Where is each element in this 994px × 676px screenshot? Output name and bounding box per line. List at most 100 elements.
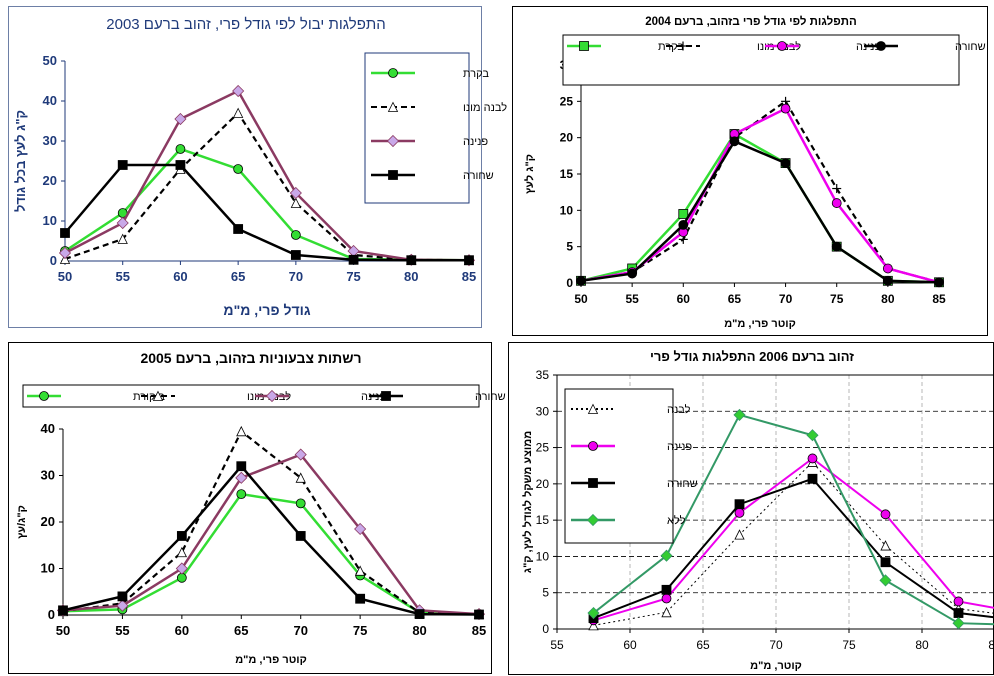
data-point <box>883 264 892 273</box>
chart-title: התפלגות לפי גודל פרי בזהוב, ברעם 2004 <box>645 15 857 28</box>
y-tick-label: 10 <box>41 561 55 576</box>
y-tick-label: 10 <box>536 549 550 563</box>
x-tick-label: 55 <box>550 638 564 652</box>
legend-box <box>365 53 469 203</box>
series-line <box>581 141 939 282</box>
y-axis-label: ק"ג לעץ בכל גודל <box>13 110 28 212</box>
y-tick-label: 15 <box>560 167 574 181</box>
y-tick-label: 20 <box>536 477 550 491</box>
data-point <box>356 594 365 603</box>
chart-title: רשתות צבעוניות בזהוב, ברעם 2005 <box>140 350 361 366</box>
y-tick-label: 50 <box>43 53 57 68</box>
chart-2003: התפלגות יבול לפי גודל פרי, זהוב ברעם 200… <box>8 6 482 328</box>
x-tick-label: 60 <box>173 269 187 284</box>
data-point <box>679 220 688 229</box>
y-tick-label: 5 <box>566 240 573 254</box>
x-tick-label: 80 <box>404 269 418 284</box>
data-point <box>59 606 68 615</box>
data-point <box>234 165 243 174</box>
series-3 <box>59 462 484 619</box>
legend-marker <box>40 392 49 401</box>
legend-marker <box>389 69 398 78</box>
data-point <box>475 610 484 619</box>
x-tick-label: 70 <box>779 292 793 306</box>
data-point <box>662 594 671 603</box>
series-line <box>581 101 939 282</box>
legend-label: לבנה <box>667 403 691 416</box>
data-point <box>291 231 300 240</box>
data-point <box>662 585 671 594</box>
data-point <box>781 104 790 113</box>
x-axis-label: גודל פרי, מ"מ <box>223 302 310 318</box>
data-point <box>577 276 586 285</box>
y-axis-label: ממוצע משקל לגודל לעץ, ק"ג <box>521 431 534 573</box>
x-tick-label: 55 <box>625 292 639 306</box>
chart-title: זהוב ברעם 2006 התפלגות גודל פרי <box>650 349 854 364</box>
series-line <box>581 109 939 283</box>
data-point <box>117 218 128 229</box>
data-point <box>237 427 246 436</box>
series-line <box>63 455 479 614</box>
data-point <box>61 229 70 238</box>
data-point <box>415 610 424 619</box>
legend-marker <box>778 42 787 51</box>
data-point <box>808 454 817 463</box>
y-tick-label: 30 <box>536 404 550 418</box>
series-line <box>63 431 479 614</box>
legend-marker <box>589 442 598 451</box>
x-axis-label: קוטר פרי, מ"מ <box>724 318 796 330</box>
chart-title: התפלגות יבול לפי גודל פרי, זהוב ברעם 200… <box>106 16 385 33</box>
x-tick-label: 75 <box>830 292 844 306</box>
data-point <box>807 430 818 441</box>
legend-marker <box>580 42 589 51</box>
x-tick-label: 80 <box>881 292 895 306</box>
data-point <box>118 161 127 170</box>
data-point <box>832 199 841 208</box>
data-point <box>296 531 305 540</box>
x-tick-label: 75 <box>842 638 856 652</box>
y-tick-label: 10 <box>560 203 574 217</box>
data-point <box>954 609 963 618</box>
y-tick-label: 0 <box>48 607 55 622</box>
data-point <box>662 608 671 617</box>
x-tick-label: 50 <box>56 623 70 638</box>
x-tick-label: 65 <box>696 638 710 652</box>
y-tick-label: 20 <box>560 131 574 145</box>
x-tick-label: 80 <box>915 638 929 652</box>
legend-label: לבנה מונו <box>463 101 507 114</box>
data-point <box>832 242 841 251</box>
x-tick-label: 85 <box>472 623 486 638</box>
chart-2005-svg: רשתות צבעוניות בזהוב, ברעם 2005010203040… <box>9 343 493 675</box>
legend-marker <box>877 42 886 51</box>
x-tick-label: 50 <box>58 269 72 284</box>
data-point <box>234 225 243 234</box>
x-tick-label: 60 <box>677 292 691 306</box>
y-tick-label: 15 <box>536 513 550 527</box>
chart-2006-svg: זהוב ברעם 2006 התפלגות גודל פרי051015202… <box>509 343 994 676</box>
data-point <box>953 618 964 629</box>
legend-marker <box>389 171 398 180</box>
legend-label: בקרת <box>463 68 489 80</box>
series-2 <box>577 104 944 287</box>
data-point <box>118 592 127 601</box>
x-tick-label: 75 <box>346 269 360 284</box>
data-point <box>735 508 744 517</box>
x-tick-label: 70 <box>293 623 307 638</box>
y-tick-label: 35 <box>536 368 550 382</box>
data-point <box>176 145 185 154</box>
data-point <box>177 573 186 582</box>
y-axis-label: ק"ג/עץ <box>16 505 28 539</box>
x-tick-label: 85 <box>932 292 946 306</box>
x-tick-label: 65 <box>231 269 245 284</box>
x-tick-label: 80 <box>412 623 426 638</box>
series-1 <box>577 97 944 287</box>
legend-label: פנינה <box>463 136 488 148</box>
legend-label: שחורה <box>955 41 986 53</box>
legend-label: שחורה <box>463 170 494 182</box>
x-tick-label: 50 <box>574 292 588 306</box>
y-tick-label: 20 <box>41 514 55 529</box>
